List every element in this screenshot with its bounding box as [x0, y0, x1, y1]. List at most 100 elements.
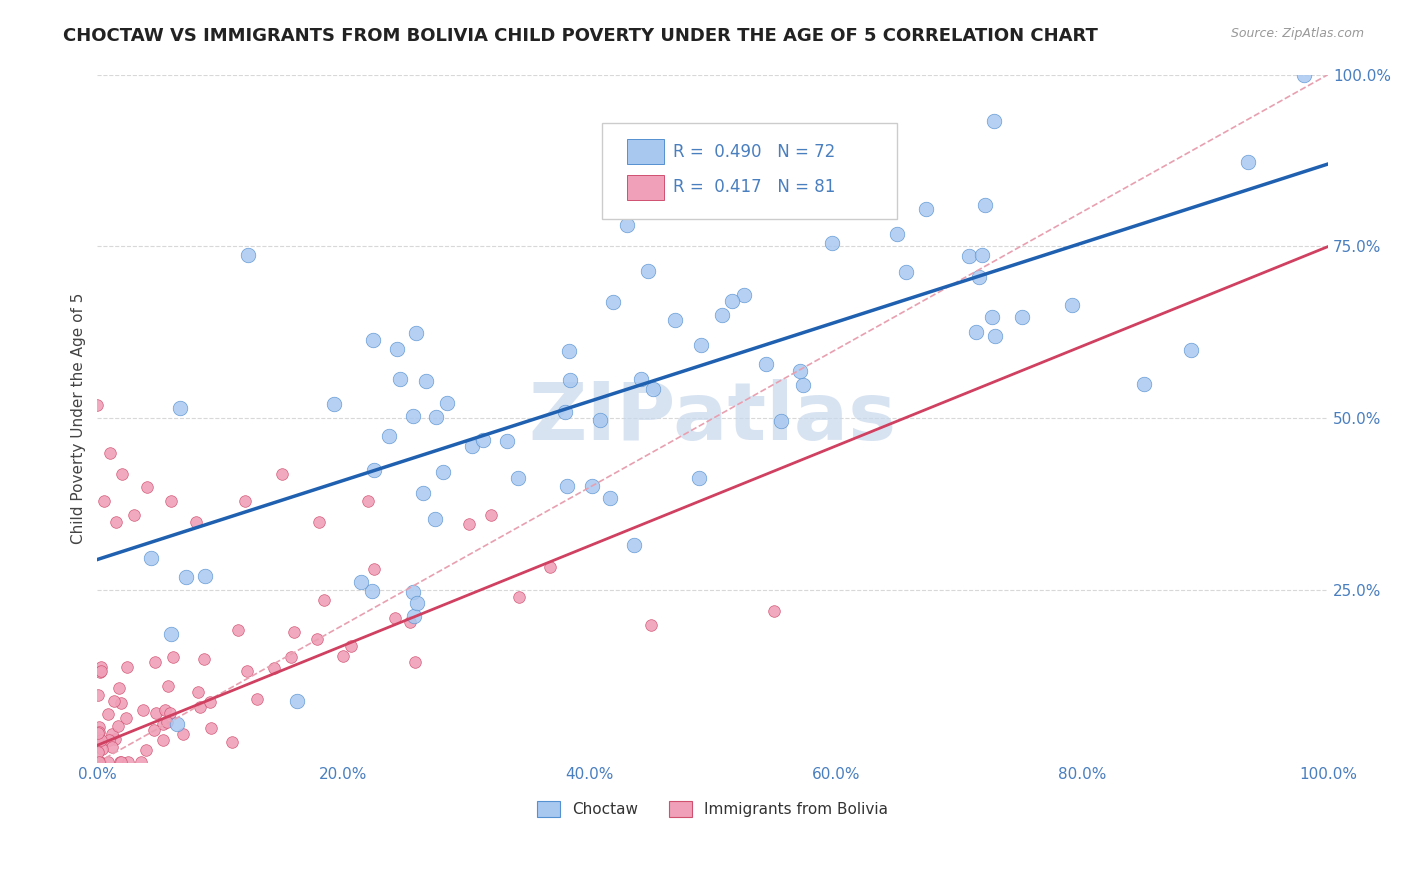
- Point: [818, 196, 841, 211]
- Point: [200, 722, 222, 736]
- Point: [538, 559, 561, 574]
- Point: [508, 590, 530, 604]
- Point: [194, 569, 217, 583]
- Point: [558, 343, 581, 358]
- Point: [886, 227, 908, 242]
- FancyBboxPatch shape: [627, 175, 664, 200]
- FancyBboxPatch shape: [627, 139, 664, 164]
- Point: [350, 574, 373, 589]
- Point: [97, 707, 120, 722]
- Point: [98, 733, 121, 747]
- Point: [156, 714, 179, 729]
- Point: [285, 694, 308, 708]
- Point: [160, 494, 183, 508]
- Point: [363, 463, 385, 477]
- Point: [970, 248, 993, 262]
- Point: [641, 382, 664, 396]
- Point: [479, 508, 502, 522]
- Point: [763, 604, 786, 618]
- Point: [312, 592, 335, 607]
- Point: [1011, 310, 1033, 324]
- Point: [496, 434, 519, 448]
- Point: [187, 684, 209, 698]
- Point: [436, 395, 458, 409]
- Point: [143, 656, 166, 670]
- Point: [789, 364, 811, 378]
- Point: [637, 264, 659, 278]
- Point: [322, 397, 344, 411]
- Point: [110, 756, 132, 770]
- Point: [280, 650, 302, 665]
- Point: [589, 412, 612, 426]
- Y-axis label: Child Poverty Under the Age of 5: Child Poverty Under the Age of 5: [72, 293, 86, 544]
- Point: [425, 512, 447, 526]
- Point: [169, 401, 191, 416]
- Point: [769, 414, 792, 428]
- Point: [152, 716, 174, 731]
- Point: [721, 294, 744, 309]
- Point: [361, 333, 384, 347]
- Point: [967, 270, 990, 285]
- Point: [117, 756, 139, 770]
- Point: [555, 479, 578, 493]
- Point: [108, 756, 131, 770]
- Point: [145, 706, 167, 720]
- Point: [86, 398, 108, 412]
- Point: [104, 515, 127, 529]
- Point: [630, 372, 652, 386]
- Point: [233, 494, 256, 508]
- Point: [405, 326, 427, 340]
- Point: [664, 313, 686, 327]
- Point: [915, 202, 938, 217]
- Text: R =  0.417   N = 81: R = 0.417 N = 81: [673, 178, 835, 196]
- FancyBboxPatch shape: [602, 123, 897, 219]
- Point: [236, 248, 259, 262]
- Point: [980, 310, 1002, 324]
- Point: [87, 735, 110, 749]
- Point: [162, 649, 184, 664]
- Point: [623, 538, 645, 552]
- Point: [101, 740, 124, 755]
- Point: [104, 732, 127, 747]
- Point: [103, 694, 125, 708]
- Point: [404, 655, 426, 669]
- Point: [90, 664, 112, 678]
- Point: [221, 735, 243, 749]
- Point: [97, 756, 120, 770]
- Point: [246, 692, 269, 706]
- Point: [792, 378, 814, 392]
- Point: [965, 325, 987, 339]
- Point: [339, 639, 361, 653]
- Point: [1132, 377, 1154, 392]
- Point: [87, 726, 110, 740]
- Point: [821, 235, 844, 250]
- Point: [733, 287, 755, 301]
- Point: [111, 467, 134, 481]
- Point: [166, 716, 188, 731]
- Point: [152, 733, 174, 747]
- Point: [460, 438, 482, 452]
- Point: [558, 374, 581, 388]
- Point: [200, 695, 222, 709]
- Point: [184, 515, 207, 529]
- Point: [115, 660, 138, 674]
- Point: [710, 308, 733, 322]
- Point: [957, 249, 980, 263]
- Point: [271, 467, 294, 481]
- Point: [89, 665, 111, 679]
- Point: [402, 409, 425, 423]
- Point: [283, 624, 305, 639]
- Point: [129, 756, 152, 770]
- Point: [388, 372, 411, 386]
- Point: [174, 570, 197, 584]
- Point: [159, 706, 181, 720]
- Point: [91, 742, 114, 756]
- Point: [87, 745, 110, 759]
- Point: [506, 471, 529, 485]
- Point: [404, 608, 426, 623]
- Point: [425, 409, 447, 424]
- Point: [160, 627, 183, 641]
- Point: [616, 218, 638, 232]
- Text: R =  0.490   N = 72: R = 0.490 N = 72: [673, 143, 835, 161]
- Point: [110, 696, 132, 710]
